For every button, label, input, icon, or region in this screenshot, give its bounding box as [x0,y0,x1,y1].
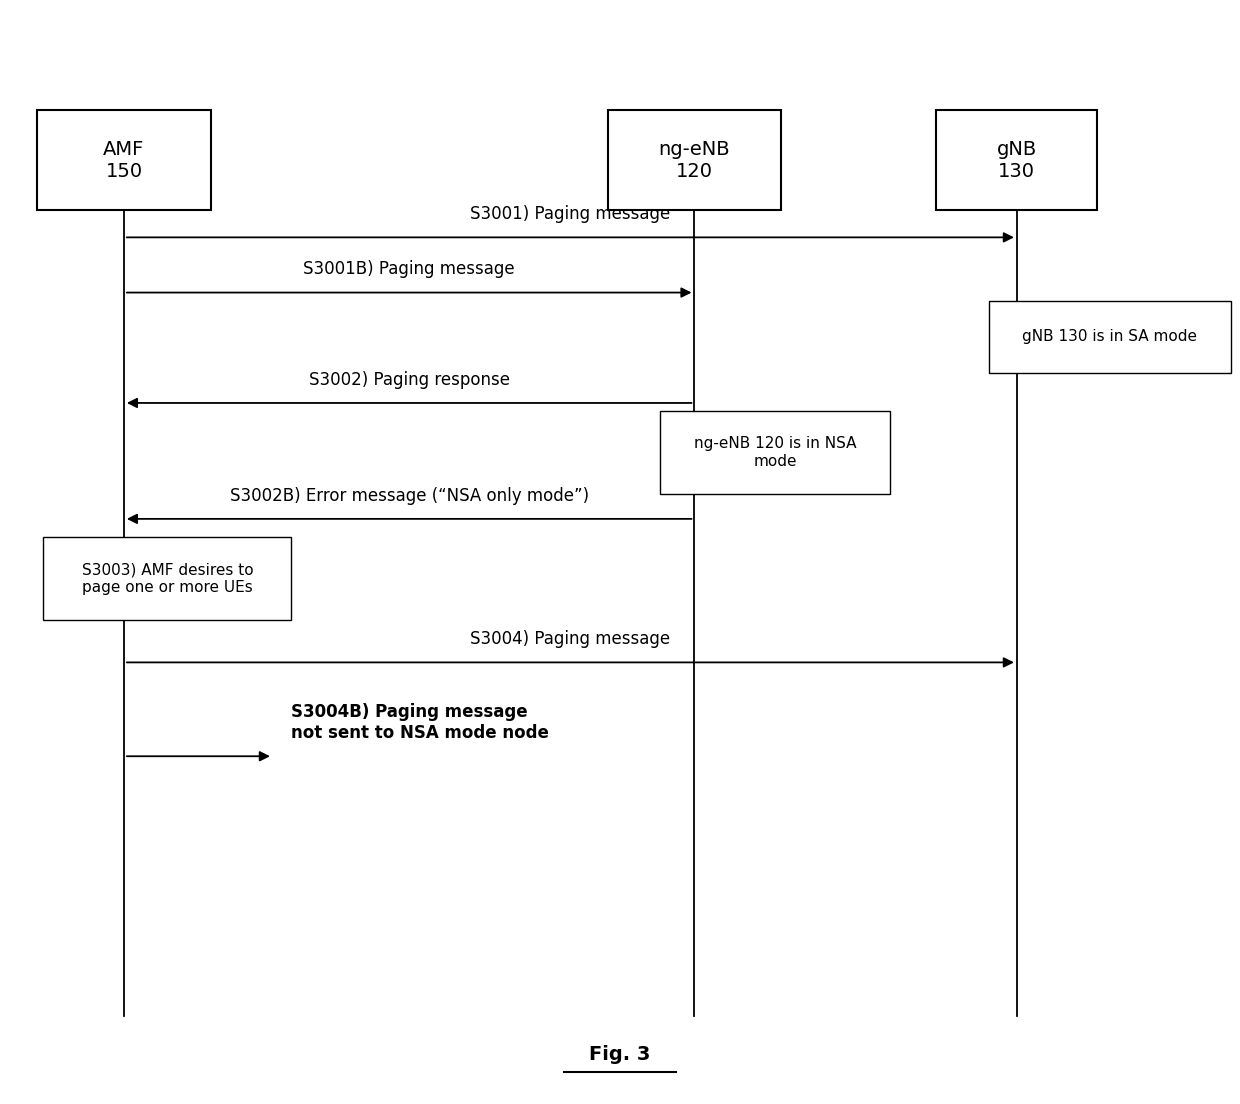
Text: S3002B) Error message (“NSA only mode”): S3002B) Error message (“NSA only mode”) [229,487,589,505]
Text: gNB
130: gNB 130 [997,139,1037,181]
FancyBboxPatch shape [936,110,1097,210]
FancyBboxPatch shape [990,300,1230,373]
Text: gNB 130 is in SA mode: gNB 130 is in SA mode [1022,329,1198,344]
Text: Fig. 3: Fig. 3 [589,1044,651,1064]
Text: S3002) Paging response: S3002) Paging response [309,371,510,389]
FancyBboxPatch shape [608,110,781,210]
FancyBboxPatch shape [37,110,211,210]
Text: ng-eNB 120 is in NSA
mode: ng-eNB 120 is in NSA mode [693,436,857,469]
Text: ng-eNB
120: ng-eNB 120 [658,139,730,181]
Text: S3001) Paging message: S3001) Paging message [470,205,671,223]
Text: S3003) AMF desires to
page one or more UEs: S3003) AMF desires to page one or more U… [82,562,253,595]
Text: S3001B) Paging message: S3001B) Paging message [304,261,515,278]
FancyBboxPatch shape [660,412,890,495]
FancyBboxPatch shape [43,538,291,620]
Text: S3004B) Paging message
not sent to NSA mode node: S3004B) Paging message not sent to NSA m… [291,703,549,742]
Text: AMF
150: AMF 150 [103,139,145,181]
Text: S3004) Paging message: S3004) Paging message [470,630,671,648]
